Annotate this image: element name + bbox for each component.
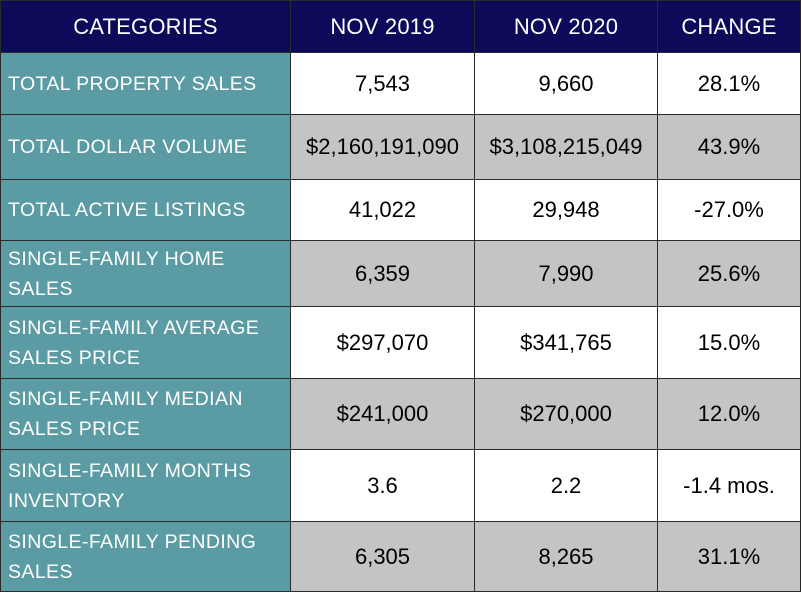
value-nov-2019: 41,022 [290,179,475,241]
row-category: TOTAL ACTIVE LISTINGS [0,179,291,241]
value-change: -27.0% [657,179,801,241]
value-nov-2019: 3.6 [290,449,475,522]
row-category: SINGLE-FAMILY HOME SALES [0,240,291,307]
table-row: TOTAL PROPERTY SALES 7,543 9,660 28.1% [0,52,801,115]
table-row: SINGLE-FAMILY MONTHS INVENTORY 3.6 2.2 -… [0,449,801,522]
header-row: CATEGORIES NOV 2019 NOV 2020 CHANGE [0,0,801,53]
value-change: 15.0% [657,306,801,379]
value-change: 43.9% [657,114,801,180]
value-nov-2019: $297,070 [290,306,475,379]
value-nov-2019: $241,000 [290,378,475,450]
value-change: 31.1% [657,521,801,592]
value-nov-2020: 8,265 [474,521,658,592]
value-change: 25.6% [657,240,801,307]
value-nov-2019: $2,160,191,090 [290,114,475,180]
value-nov-2019: 6,305 [290,521,475,592]
value-nov-2020: 9,660 [474,52,658,115]
row-category: SINGLE-FAMILY AVERAGE SALES PRICE [0,306,291,379]
table-row: SINGLE-FAMILY HOME SALES 6,359 7,990 25.… [0,240,801,307]
value-nov-2019: 6,359 [290,240,475,307]
value-nov-2020: $3,108,215,049 [474,114,658,180]
value-nov-2020: 2.2 [474,449,658,522]
header-categories: CATEGORIES [0,0,291,53]
header-nov-2020: NOV 2020 [474,0,658,53]
row-category: TOTAL PROPERTY SALES [0,52,291,115]
row-category: SINGLE-FAMILY MONTHS INVENTORY [0,449,291,522]
value-change: -1.4 mos. [657,449,801,522]
header-change: CHANGE [657,0,801,53]
row-category: TOTAL DOLLAR VOLUME [0,114,291,180]
value-nov-2020: 29,948 [474,179,658,241]
table-row: SINGLE-FAMILY PENDING SALES 6,305 8,265 … [0,521,801,592]
row-category: SINGLE-FAMILY PENDING SALES [0,521,291,592]
value-change: 12.0% [657,378,801,450]
row-category: SINGLE-FAMILY MEDIAN SALES PRICE [0,378,291,450]
table-row: SINGLE-FAMILY AVERAGE SALES PRICE $297,0… [0,306,801,379]
header-nov-2019: NOV 2019 [290,0,475,53]
value-nov-2020: 7,990 [474,240,658,307]
value-nov-2020: $270,000 [474,378,658,450]
table-row: TOTAL ACTIVE LISTINGS 41,022 29,948 -27.… [0,179,801,241]
value-nov-2020: $341,765 [474,306,658,379]
table-row: TOTAL DOLLAR VOLUME $2,160,191,090 $3,10… [0,114,801,180]
table-row: SINGLE-FAMILY MEDIAN SALES PRICE $241,00… [0,378,801,450]
value-change: 28.1% [657,52,801,115]
value-nov-2019: 7,543 [290,52,475,115]
